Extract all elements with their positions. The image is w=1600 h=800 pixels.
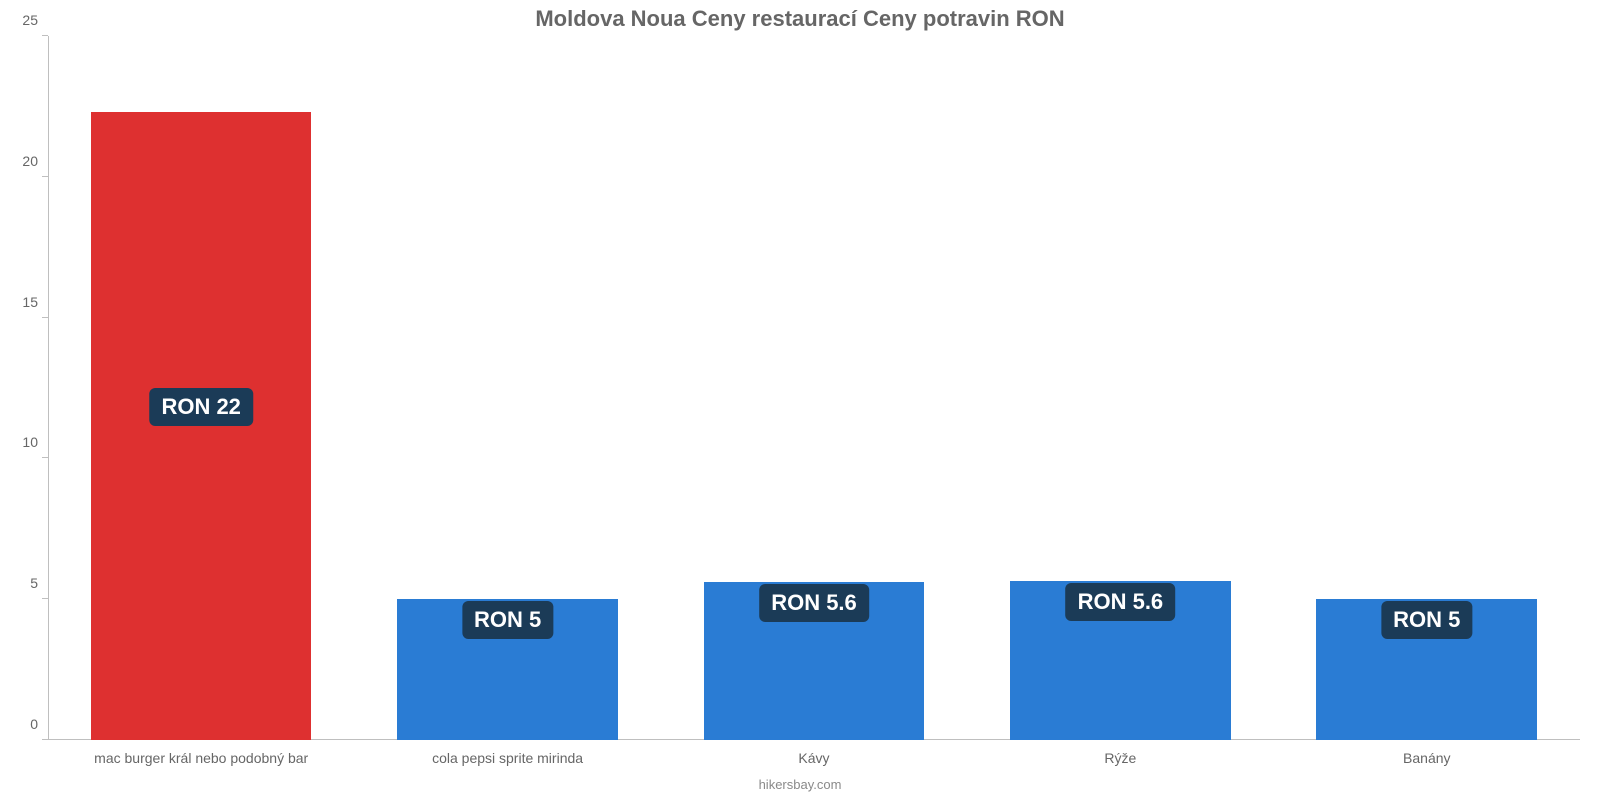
bar-slot: RON 5Banány (1274, 36, 1580, 740)
chart-title: Moldova Noua Ceny restaurací Ceny potrav… (0, 6, 1600, 32)
bars-container: RON 22mac burger král nebo podobný barRO… (48, 36, 1580, 740)
y-tick-label: 0 (30, 716, 38, 732)
y-tick-label: 25 (22, 12, 38, 28)
category-label: Rýže (1104, 750, 1136, 766)
y-tick-label: 15 (22, 294, 38, 310)
bar-slot: RON 22mac burger král nebo podobný bar (48, 36, 354, 740)
y-tick-label: 10 (22, 434, 38, 450)
y-tick-label: 5 (30, 575, 38, 591)
price-bar-chart: Moldova Noua Ceny restaurací Ceny potrav… (0, 0, 1600, 800)
y-tick-mark (42, 35, 48, 36)
bar-value-label: RON 5 (462, 601, 553, 639)
y-tick-mark (42, 457, 48, 458)
plot-area: RON 22mac burger král nebo podobný barRO… (48, 36, 1580, 740)
category-label: cola pepsi sprite mirinda (432, 750, 583, 766)
bar-value-label: RON 22 (149, 388, 252, 426)
y-tick-mark (42, 176, 48, 177)
category-label: Banány (1403, 750, 1450, 766)
bar-slot: RON 5cola pepsi sprite mirinda (354, 36, 660, 740)
chart-footer: hikersbay.com (0, 777, 1600, 792)
y-tick-mark (42, 598, 48, 599)
y-tick-label: 20 (22, 153, 38, 169)
category-label: Kávy (798, 750, 829, 766)
bar-slot: RON 5.6Kávy (661, 36, 967, 740)
bar-value-label: RON 5 (1381, 601, 1472, 639)
category-label: mac burger král nebo podobný bar (94, 750, 308, 766)
y-tick-mark (42, 317, 48, 318)
bar-slot: RON 5.6Rýže (967, 36, 1273, 740)
y-tick-mark (42, 739, 48, 740)
bar-value-label: RON 5.6 (759, 584, 869, 622)
bar-value-label: RON 5.6 (1066, 583, 1176, 621)
